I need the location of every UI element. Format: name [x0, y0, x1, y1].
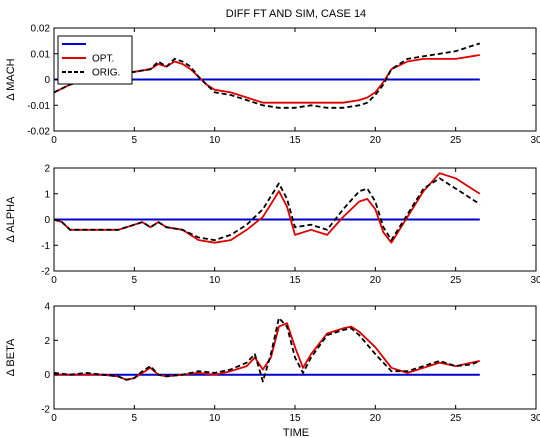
x-tick-label: 15 — [289, 135, 301, 146]
y-tick-label: -2 — [41, 405, 50, 416]
x-tick-label: 0 — [51, 275, 57, 286]
y-tick-label: -2 — [41, 267, 50, 278]
x-tick-label: 10 — [209, 413, 221, 424]
subplot-2: 0 5 10 15 20 25 30 -2 -1 0 1 2 Δ ALPHA — [5, 164, 540, 287]
x-tick-label: 10 — [209, 135, 221, 146]
x-tick-label: 25 — [450, 413, 462, 424]
legend-label: ORIG. — [92, 68, 120, 79]
y-tick-label: 0 — [44, 75, 50, 86]
y-axis-label: Δ ALPHA — [5, 196, 17, 243]
x-tick-label: 20 — [370, 135, 382, 146]
x-tick-label: 10 — [209, 275, 221, 286]
series-line-opt — [53, 172, 481, 244]
x-tick-label: 20 — [370, 413, 382, 424]
x-tick-label: 15 — [289, 413, 301, 424]
y-axis-label: Δ MACH — [5, 58, 17, 100]
legend: OPT. ORIG. — [57, 35, 133, 85]
series-line-orig — [53, 317, 481, 383]
x-tick-label: 0 — [51, 413, 57, 424]
y-tick-label: -1 — [41, 241, 50, 252]
subplot-1: 0 5 10 15 20 25 30 -0.02 -0.01 0 0.01 0.02 Δ MACH — [5, 24, 540, 147]
x-tick-label: 5 — [132, 413, 138, 424]
x-tick-label: 30 — [530, 413, 540, 424]
x-tick-label: 5 — [132, 135, 138, 146]
y-axis-label: Δ BETA — [5, 338, 17, 376]
x-tick-label: 5 — [132, 275, 138, 286]
series-line-orig — [53, 42, 481, 109]
y-tick-label: 0.02 — [31, 24, 51, 35]
y-tick-label: 1 — [44, 189, 50, 200]
y-tick-label: 4 — [44, 302, 50, 313]
legend-label: OPT. — [92, 54, 114, 65]
y-tick-label: 0.01 — [31, 49, 51, 60]
x-tick-label: 25 — [450, 275, 462, 286]
y-tick-label: -0.01 — [27, 101, 50, 112]
series-line-orig — [53, 177, 481, 242]
x-tick-label: 30 — [530, 135, 540, 146]
y-tick-label: -0.02 — [27, 127, 50, 138]
x-tick-label: 0 — [51, 135, 57, 146]
y-tick-label: 0 — [44, 370, 50, 381]
x-tick-label: 30 — [530, 275, 540, 286]
y-tick-label: 2 — [44, 164, 50, 175]
y-tick-label: 2 — [44, 336, 50, 347]
figure-title: DIFF FT AND SIM, CASE 14 — [226, 8, 366, 20]
y-tick-label: 0 — [44, 215, 50, 226]
x-tick-label: 20 — [370, 275, 382, 286]
x-axis-label: TIME — [283, 427, 309, 438]
x-tick-label: 25 — [450, 135, 462, 146]
x-tick-label: 15 — [289, 275, 301, 286]
